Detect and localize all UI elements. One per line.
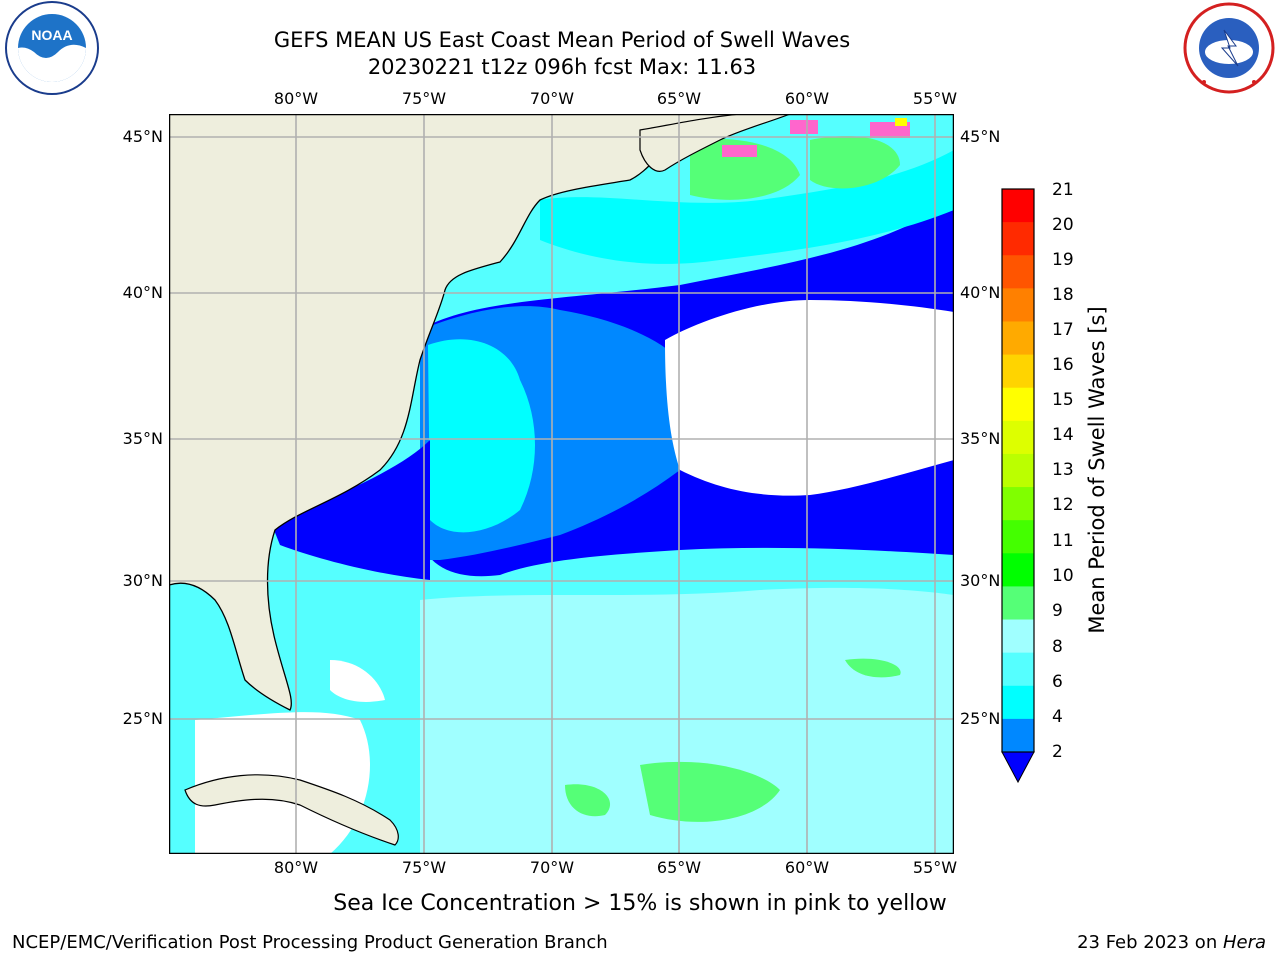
colorbar-segment [1002,487,1034,521]
lon-label-top: 75°W [401,89,447,108]
chart-subtitle: 20230221 t12z 096h fcst Max: 11.63 [367,55,757,79]
colorbar-segment [1002,288,1034,322]
colorbar-tick: 10 [1052,566,1074,586]
lon-label-bottom: 80°W [273,858,319,877]
colorbar-tick: 21 [1052,180,1074,200]
colorbar-tick: 12 [1052,495,1074,515]
nws-logo [1178,0,1280,100]
lon-label-top: 55°W [912,89,958,108]
colorbar-tick: 14 [1052,425,1074,445]
colorbar-segment [1002,685,1034,720]
lon-label-top: 65°W [656,89,702,108]
swell-patch-9-10 [845,658,901,678]
lat-label-left: 45°N [122,127,163,146]
colorbar-tick: 4 [1052,707,1063,727]
lat-label-right: 35°N [960,429,1001,448]
colorbar-segment [1002,354,1034,389]
colorbar-segment [1002,586,1034,621]
swell-band-8-9 [420,587,954,854]
colorbar-segment [1002,420,1034,455]
colorbar-tick: 2 [1052,742,1063,762]
swell-band-north [540,150,954,264]
sea-ice-patch [722,145,757,157]
colorbar-label: Mean Period of Swell Waves [s] [1085,306,1109,634]
lat-label-right: 45°N [960,127,1001,146]
lat-label-left: 25°N [122,709,163,728]
colorbar-segment [1002,387,1034,422]
swell-patch-9-10 [565,784,611,817]
lat-label-right: 25°N [960,709,1001,728]
lat-label-left: 35°N [122,429,163,448]
footer-date-text: 23 Feb 2023 on [1077,932,1223,953]
lon-label-bottom: 65°W [656,858,702,877]
lat-label-left: 40°N [122,283,163,302]
map-frame [168,113,955,855]
swell-patch-9-10 [640,761,780,822]
swell-patch-9-10 [810,136,900,189]
colorbar-extend-triangle [1001,751,1035,784]
map-panel [168,113,955,855]
sea-ice-note: Sea Ice Concentration > 15% is shown in … [333,891,947,916]
lon-label-top: 70°W [529,89,575,108]
colorbar-segment [1002,619,1034,654]
coastal-band-blue [270,440,430,580]
lat-label-right: 30°N [960,571,1001,590]
colorbar-segment [1002,255,1034,289]
colorbar-tick: 6 [1052,672,1063,692]
sea-ice-patch [790,120,818,134]
lon-label-top: 60°W [784,89,830,108]
colorbar-segment [1002,222,1034,256]
no-data-region [330,660,385,702]
colorbar-tick: 8 [1052,637,1063,657]
lon-label-top: 80°W [273,89,319,108]
lat-label-left: 30°N [122,571,163,590]
noaa-logo: NOAA [0,0,104,100]
colorbar-segment [1002,520,1034,554]
swell-patch-9-10 [690,138,800,200]
lat-label-right: 40°N [960,283,1001,302]
footer-machine: Hera [1222,932,1266,953]
colorbar-tick: 20 [1052,215,1074,235]
footer-date: 23 Feb 2023 on Hera [1077,932,1266,953]
colorbar [1000,186,1036,786]
colorbar-segment [1002,321,1034,356]
colorbar-segment [1002,652,1034,687]
colorbar-tick: 9 [1052,601,1063,621]
footer-branch: NCEP/EMC/Verification Post Processing Pr… [12,932,608,953]
colorbar-tick: 16 [1052,355,1074,375]
colorbar-segment [1002,453,1034,488]
no-data-region [665,300,954,496]
colorbar-segment [1002,553,1034,587]
map-gridlines [169,114,954,854]
sea-ice-patch [895,118,907,126]
lon-label-bottom: 70°W [529,858,575,877]
colorbar-segment [1002,718,1034,753]
colorbar-tick: 19 [1052,250,1074,270]
land-us-east [169,114,761,711]
colorbar-tick: 17 [1052,320,1074,340]
colorbar-tick: 18 [1052,285,1074,305]
noaa-logo-text: NOAA [31,27,72,43]
swell-band-6-8 [428,339,535,533]
lon-label-bottom: 60°W [784,858,830,877]
colorbar-tick: 13 [1052,460,1074,480]
colorbar-frame [1001,188,1035,753]
lon-label-bottom: 75°W [401,858,447,877]
lon-label-bottom: 55°W [912,858,958,877]
colorbar-tick: 11 [1052,531,1074,551]
colorbar-tick: 15 [1052,390,1074,410]
chart-title: GEFS MEAN US East Coast Mean Period of S… [273,28,851,52]
colorbar-segment [1002,189,1034,223]
